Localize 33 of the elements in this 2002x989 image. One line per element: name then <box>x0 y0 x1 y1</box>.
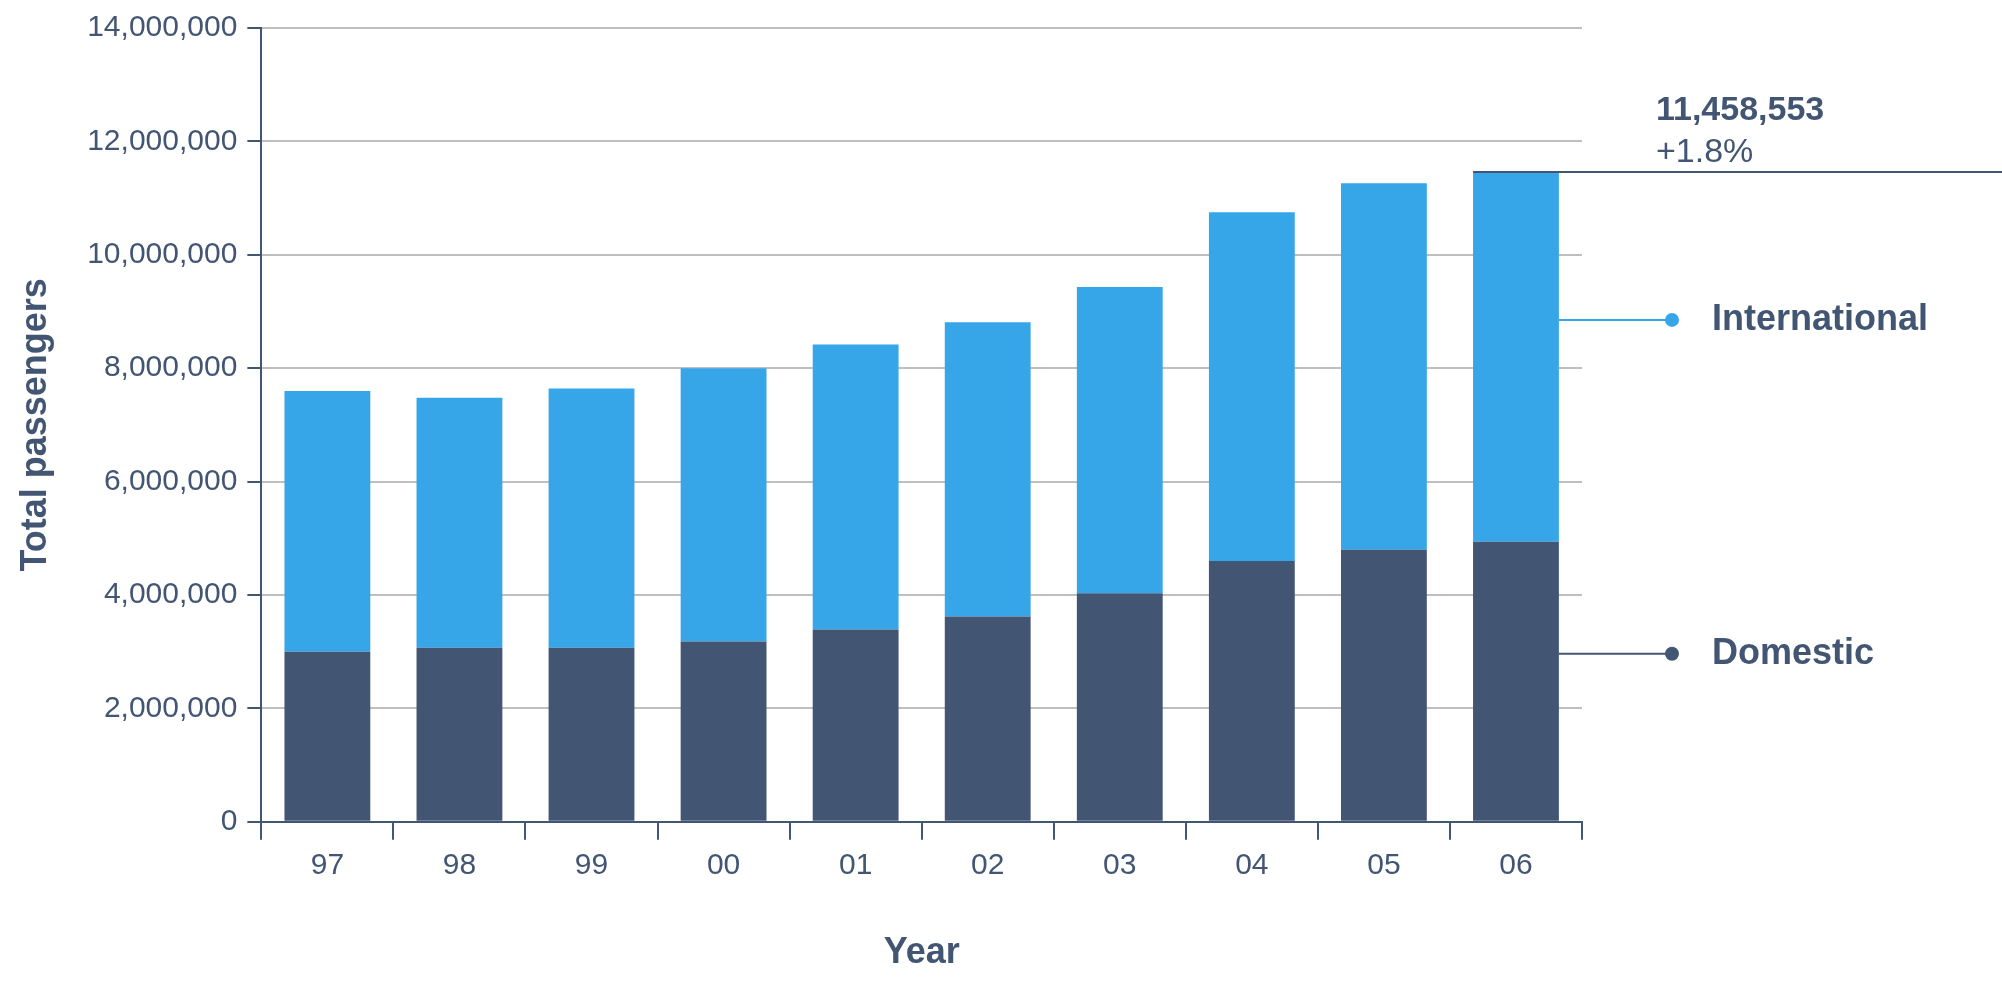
x-tick-label: 06 <box>1499 847 1533 881</box>
legend-label: International <box>1712 296 1929 338</box>
x-tick-label: 02 <box>971 847 1005 881</box>
bar <box>1208 212 1295 561</box>
y-tick-label: 0 <box>220 803 238 837</box>
x-tick-label: 01 <box>838 847 873 881</box>
y-tick-label: 4,000,000 <box>103 576 238 610</box>
y-tick-label: 10,000,000 <box>87 236 238 270</box>
x-tick-label: 99 <box>574 847 609 881</box>
bar <box>1076 287 1163 594</box>
x-tick-label: 05 <box>1367 847 1401 881</box>
x-tick-label: 04 <box>1235 847 1269 881</box>
x-tick-label: 97 <box>310 847 345 881</box>
bar <box>548 388 635 648</box>
y-tick-label: 2,000,000 <box>103 689 238 723</box>
x-tick-label: 00 <box>706 847 741 881</box>
bar <box>416 397 503 648</box>
bar <box>1340 183 1427 550</box>
legend-label: Domestic <box>1712 630 1875 672</box>
bar <box>812 344 899 630</box>
bar <box>680 368 767 642</box>
ref-line-label: 11,458,553 <box>1655 89 1825 128</box>
bar <box>944 322 1031 617</box>
bar <box>284 390 371 652</box>
text: +1.8% <box>1655 131 1754 170</box>
y-tick-label: 6,000,000 <box>103 462 238 496</box>
y-tick-label: 12,000,000 <box>87 122 238 156</box>
y-tick-label: 14,000,000 <box>87 9 238 43</box>
x-tick-label: 98 <box>442 847 477 881</box>
y-axis-title: Total passengers <box>12 278 54 572</box>
x-axis-title: Year <box>883 930 960 972</box>
y-tick-label: 8,000,000 <box>103 349 238 383</box>
x-tick-label: 03 <box>1103 847 1137 881</box>
